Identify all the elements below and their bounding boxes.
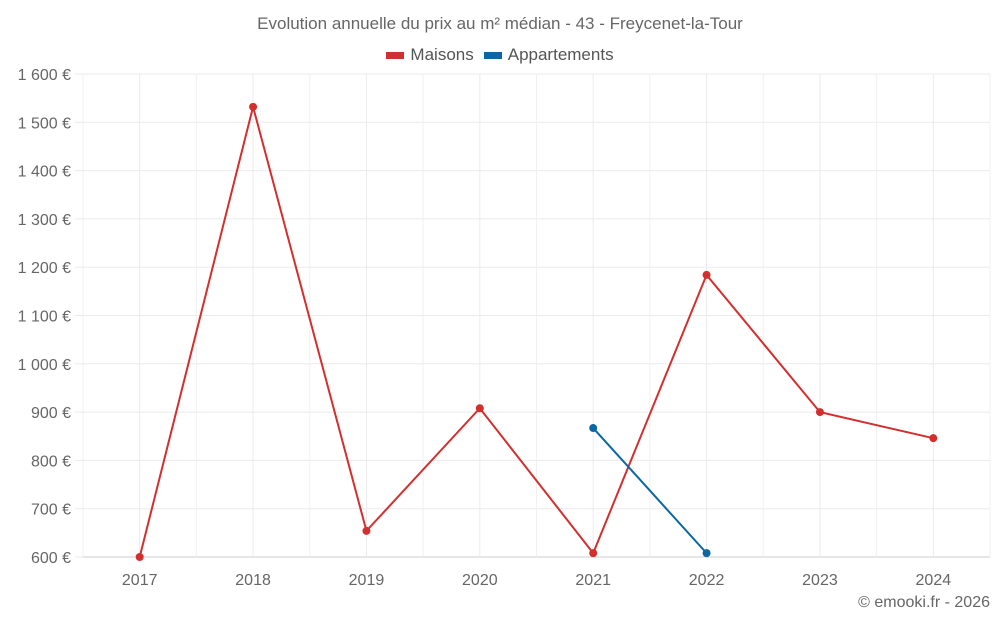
y-tick-label: 1 600 € — [18, 67, 71, 84]
data-point[interactable] — [702, 270, 711, 279]
data-point[interactable] — [702, 549, 711, 558]
data-point[interactable] — [589, 549, 598, 558]
data-point[interactable] — [135, 553, 144, 561]
x-tick-label: 2017 — [122, 572, 158, 589]
chart-title: Evolution annuelle du prix au m² médian … — [257, 14, 743, 33]
data-point[interactable] — [362, 526, 371, 535]
data-point[interactable] — [589, 424, 598, 433]
y-tick-label: 1 100 € — [18, 309, 71, 326]
legend-item-maisons[interactable]: Maisons — [386, 45, 474, 65]
series-line — [592, 427, 708, 554]
y-tick-label: 1 400 € — [18, 164, 71, 181]
y-tick-label: 1 000 € — [18, 357, 71, 374]
y-tick-label: 700 € — [31, 502, 71, 519]
legend-item-appartements[interactable]: Appartements — [483, 45, 614, 65]
y-tick-label: 600 € — [31, 550, 71, 567]
y-tick-label: 900 € — [31, 405, 71, 422]
x-tick-label: 2019 — [349, 572, 385, 589]
series-line — [138, 102, 934, 558]
x-tick-label: 2022 — [689, 572, 725, 589]
x-tick-label: 2020 — [462, 572, 498, 589]
legend: Maisons Appartements — [0, 45, 1000, 65]
appartements-swatch-icon — [483, 51, 502, 59]
legend-label-maisons: Maisons — [410, 45, 474, 64]
legend-label-appartements: Appartements — [507, 45, 614, 64]
x-tick-label: 2024 — [916, 572, 952, 589]
y-tick-label: 1 300 € — [18, 212, 71, 229]
y-tick-label: 1 200 € — [18, 260, 71, 277]
x-tick-label: 2018 — [235, 572, 271, 589]
data-point[interactable] — [249, 102, 258, 111]
data-point[interactable] — [815, 408, 824, 417]
data-point[interactable] — [929, 434, 938, 443]
maisons-swatch-icon — [386, 51, 405, 59]
x-tick-label: 2021 — [575, 572, 611, 589]
y-tick-label: 800 € — [31, 453, 71, 470]
data-point[interactable] — [475, 404, 484, 413]
y-tick-label: 1 500 € — [18, 115, 71, 132]
credit-text: © emooki.fr - 2026 — [858, 594, 990, 611]
x-tick-label: 2023 — [802, 572, 838, 589]
